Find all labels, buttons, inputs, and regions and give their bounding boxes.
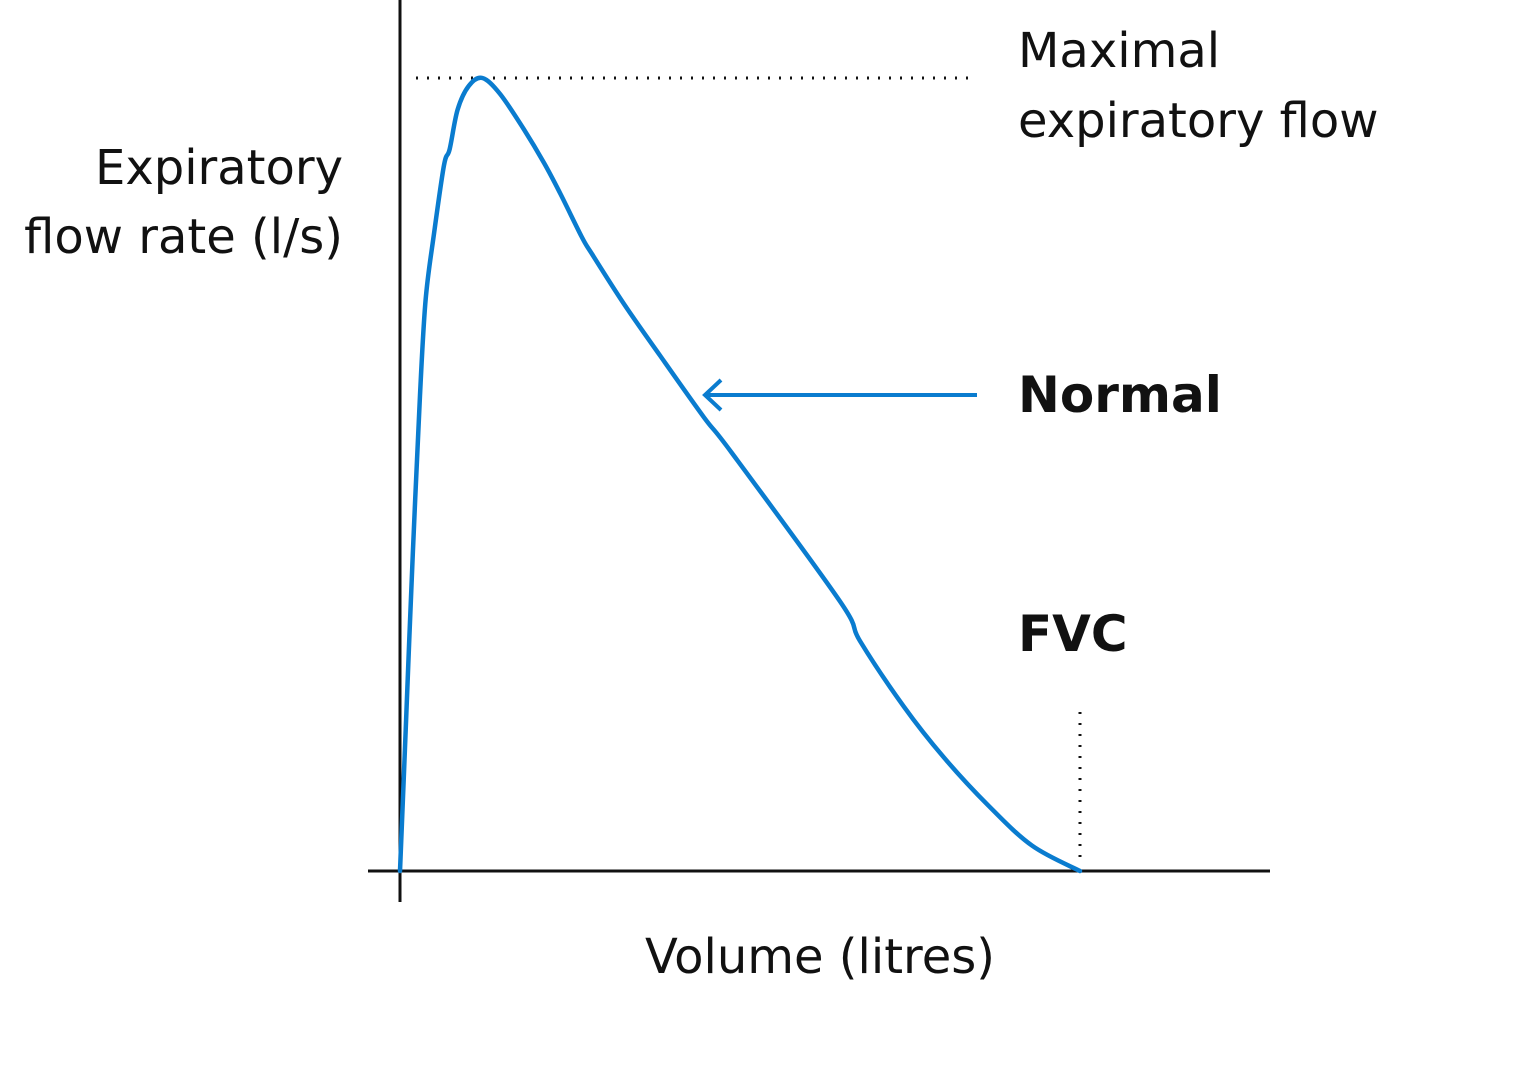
x-axis-label: Volume (litres) bbox=[645, 929, 995, 985]
normal-arrow bbox=[702, 378, 977, 412]
max-flow-label-line-2: expiratory flow bbox=[1018, 93, 1379, 149]
y-axis-label-line-2: flow rate (l/s) bbox=[24, 209, 343, 265]
max-flow-label-line-1: Maximal bbox=[1018, 23, 1220, 79]
fvc-label: FVC bbox=[1018, 605, 1128, 663]
normal-series-label: Normal bbox=[1018, 366, 1222, 424]
normal-flow-volume-curve bbox=[397, 75, 1083, 874]
y-axis-label-line-1: Expiratory bbox=[95, 140, 343, 196]
